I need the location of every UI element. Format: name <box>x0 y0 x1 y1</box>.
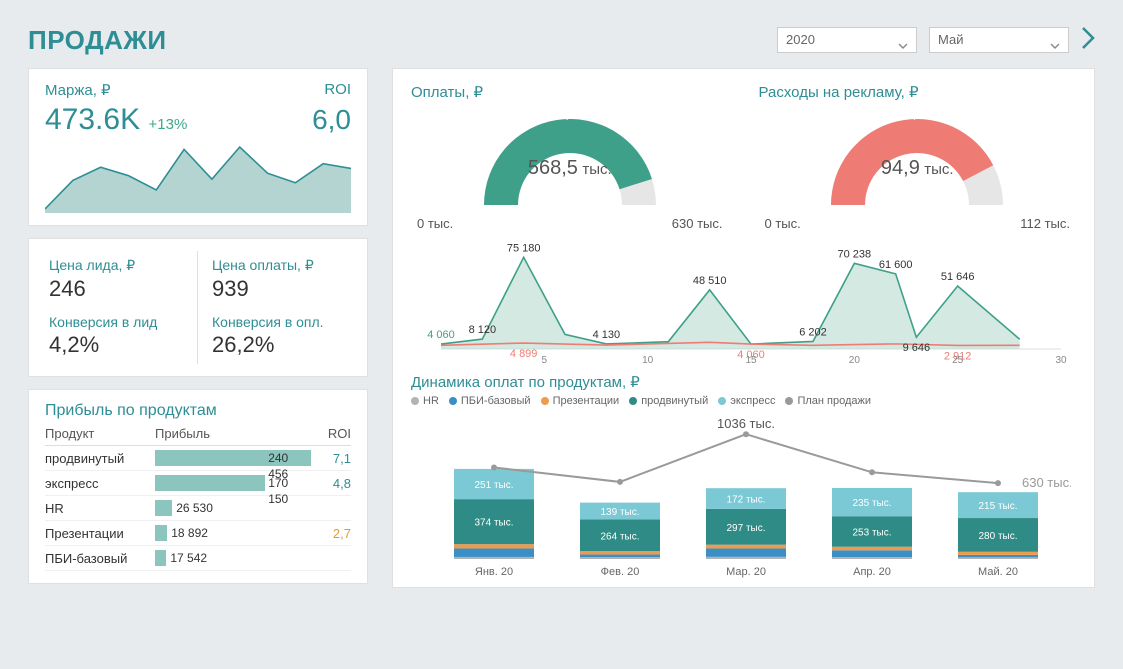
svg-text:Мар. 20: Мар. 20 <box>726 566 766 578</box>
svg-text:172 тыс.: 172 тыс. <box>726 495 765 506</box>
conv-pay-label: Конверсия в опл. <box>212 314 347 330</box>
svg-text:1036 тыс.: 1036 тыс. <box>717 416 775 431</box>
svg-text:630 тыс.: 630 тыс. <box>1022 475 1071 490</box>
gauge-payments-max: 630 тыс. <box>672 216 723 231</box>
svg-text:5: 5 <box>542 355 548 366</box>
legend-item: ПБИ-базовый <box>449 395 531 407</box>
lead-price-value: 246 <box>49 276 193 302</box>
conv-lead-value: 4,2% <box>49 332 193 358</box>
svg-text:374 тыс.: 374 тыс. <box>474 518 513 529</box>
margin-sparkline <box>45 143 351 213</box>
svg-text:20: 20 <box>849 355 861 366</box>
svg-text:4 899: 4 899 <box>510 348 538 360</box>
page-title: ПРОДАЖИ <box>28 25 765 56</box>
svg-text:8 120: 8 120 <box>469 324 497 336</box>
gauge-ads-max: 112 тыс. <box>1020 216 1070 231</box>
pay-price-value: 939 <box>212 276 347 302</box>
legend-item: продвинутый <box>629 395 708 407</box>
svg-text:251 тыс.: 251 тыс. <box>474 480 513 491</box>
margin-card: Маржа, ₽ ROI 473.6K +13% 6,0 <box>28 68 368 226</box>
gauge-payments: Оплаты, ₽ 90,2% 568,5 тыс. 0 тыс. 630 ты… <box>411 83 729 231</box>
profit-table-card: Прибыль по продуктам Продукт Прибыль ROI… <box>28 389 368 584</box>
col-profit: Прибыль <box>155 426 311 441</box>
lead-price-label: Цена лида, ₽ <box>49 257 193 274</box>
next-page-button[interactable] <box>1081 26 1095 55</box>
svg-text:4 130: 4 130 <box>593 329 621 341</box>
svg-text:30: 30 <box>1055 355 1067 366</box>
stacked-chart: 374 тыс. 251 тыс. 264 тыс. 139 тыс. 297 тыс.… <box>411 409 1076 579</box>
svg-text:Янв. 20: Янв. 20 <box>475 566 513 578</box>
legend-item: План продажи <box>785 395 871 407</box>
conv-lead-label: Конверсия в лид <box>49 314 193 330</box>
gauge-payments-title: Оплаты, ₽ <box>411 83 729 101</box>
gauge-ads-min: 0 тыс. <box>765 216 801 231</box>
svg-text:75 180: 75 180 <box>507 242 541 254</box>
svg-text:9 646: 9 646 <box>903 342 931 354</box>
timeseries-chart: 4 0608 12075 1804 8994 13048 5104 0606 2… <box>411 237 1076 367</box>
svg-text:Май. 20: Май. 20 <box>978 566 1018 578</box>
svg-text:70 238: 70 238 <box>838 248 872 260</box>
chevron-down-icon <box>898 35 908 45</box>
table-row: экспресс 170 150 4,8 <box>45 471 351 496</box>
table-row: продвинутый 240 456 7,1 <box>45 446 351 471</box>
svg-text:Апр. 20: Апр. 20 <box>853 566 891 578</box>
svg-text:4 060: 4 060 <box>427 329 455 341</box>
roi-label: ROI <box>324 81 351 99</box>
gauge-payments-min: 0 тыс. <box>417 216 453 231</box>
margin-delta: +13% <box>149 116 188 133</box>
svg-text:10: 10 <box>642 355 654 366</box>
svg-text:235 тыс.: 235 тыс. <box>852 498 891 509</box>
col-roi: ROI <box>311 426 351 441</box>
table-row: HR 26 530 <box>45 496 351 521</box>
stacked-title: Динамика оплат по продуктам, ₽ <box>411 373 1076 391</box>
svg-text:297 тыс.: 297 тыс. <box>726 523 765 534</box>
month-select[interactable]: Май <box>929 27 1069 53</box>
svg-text:215 тыс.: 215 тыс. <box>978 501 1017 512</box>
legend-item: экспресс <box>718 395 775 407</box>
svg-text:15: 15 <box>745 355 757 366</box>
gauge-payments-center: 568,5 тыс. <box>411 157 729 180</box>
svg-text:51 646: 51 646 <box>941 271 975 283</box>
svg-text:264 тыс.: 264 тыс. <box>600 531 639 542</box>
roi-value: 6,0 <box>312 104 351 136</box>
profit-table-title: Прибыль по продуктам <box>45 402 351 420</box>
gauge-payments-pct: 90,2% <box>411 105 729 122</box>
svg-text:253 тыс.: 253 тыс. <box>852 527 891 538</box>
stacked-legend: HR ПБИ-базовый Презентации продвинутый экспр… <box>411 395 1076 407</box>
conv-pay-value: 26,2% <box>212 332 347 358</box>
gauge-ads-center: 94,9 тыс. <box>759 157 1077 180</box>
legend-item: HR <box>411 395 439 407</box>
table-row: Презентации 18 892 2,7 <box>45 521 351 546</box>
svg-text:280 тыс.: 280 тыс. <box>978 531 1017 542</box>
svg-text:61 600: 61 600 <box>879 259 913 271</box>
margin-value: 473.6K <box>45 103 140 136</box>
svg-text:25: 25 <box>952 355 964 366</box>
col-product: Продукт <box>45 426 155 441</box>
metrics-card: Цена лида, ₽ 246 Цена оплаты, ₽ 939 Конв… <box>28 238 368 377</box>
svg-text:Фев. 20: Фев. 20 <box>601 566 640 578</box>
gauge-ads-title: Расходы на рекламу, ₽ <box>759 83 1077 101</box>
svg-text:139 тыс.: 139 тыс. <box>600 507 639 518</box>
year-select[interactable]: 2020 <box>777 27 917 53</box>
gauge-ads: Расходы на рекламу, ₽ 84,7% 94,9 тыс. 0 … <box>759 83 1077 231</box>
pay-price-label: Цена оплаты, ₽ <box>212 257 347 274</box>
legend-item: Презентации <box>541 395 620 407</box>
chevron-down-icon <box>1050 35 1060 45</box>
margin-label: Маржа, ₽ <box>45 81 111 99</box>
svg-text:48 510: 48 510 <box>693 275 727 287</box>
table-row: ПБИ-базовый 17 542 <box>45 546 351 571</box>
svg-text:6 202: 6 202 <box>799 326 827 338</box>
month-select-value: Май <box>938 28 963 52</box>
gauge-ads-pct: 84,7% <box>759 105 1077 122</box>
year-select-value: 2020 <box>786 28 815 52</box>
